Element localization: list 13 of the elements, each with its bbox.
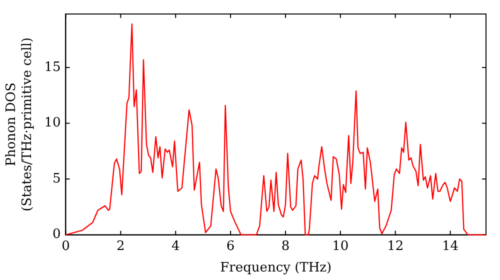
y-tick-label: 0	[52, 227, 61, 242]
y-tick-label: 10	[44, 116, 61, 131]
x-axis-title: Frequency (THz)	[220, 260, 332, 276]
x-tick-label: 4	[171, 238, 180, 254]
x-tick-label: 6	[226, 238, 235, 254]
x-tick-label: 12	[387, 238, 404, 254]
x-tick-label: 14	[442, 238, 459, 254]
x-tick-label: 8	[281, 238, 290, 254]
y-tick-label: 15	[44, 60, 61, 75]
x-tick-label: 2	[116, 238, 125, 254]
y-axis-title: Phonon DOS (States/THz·primitive cell)	[4, 37, 35, 212]
y-tick-label: 5	[52, 171, 61, 186]
x-tick-label: 10	[332, 238, 349, 254]
